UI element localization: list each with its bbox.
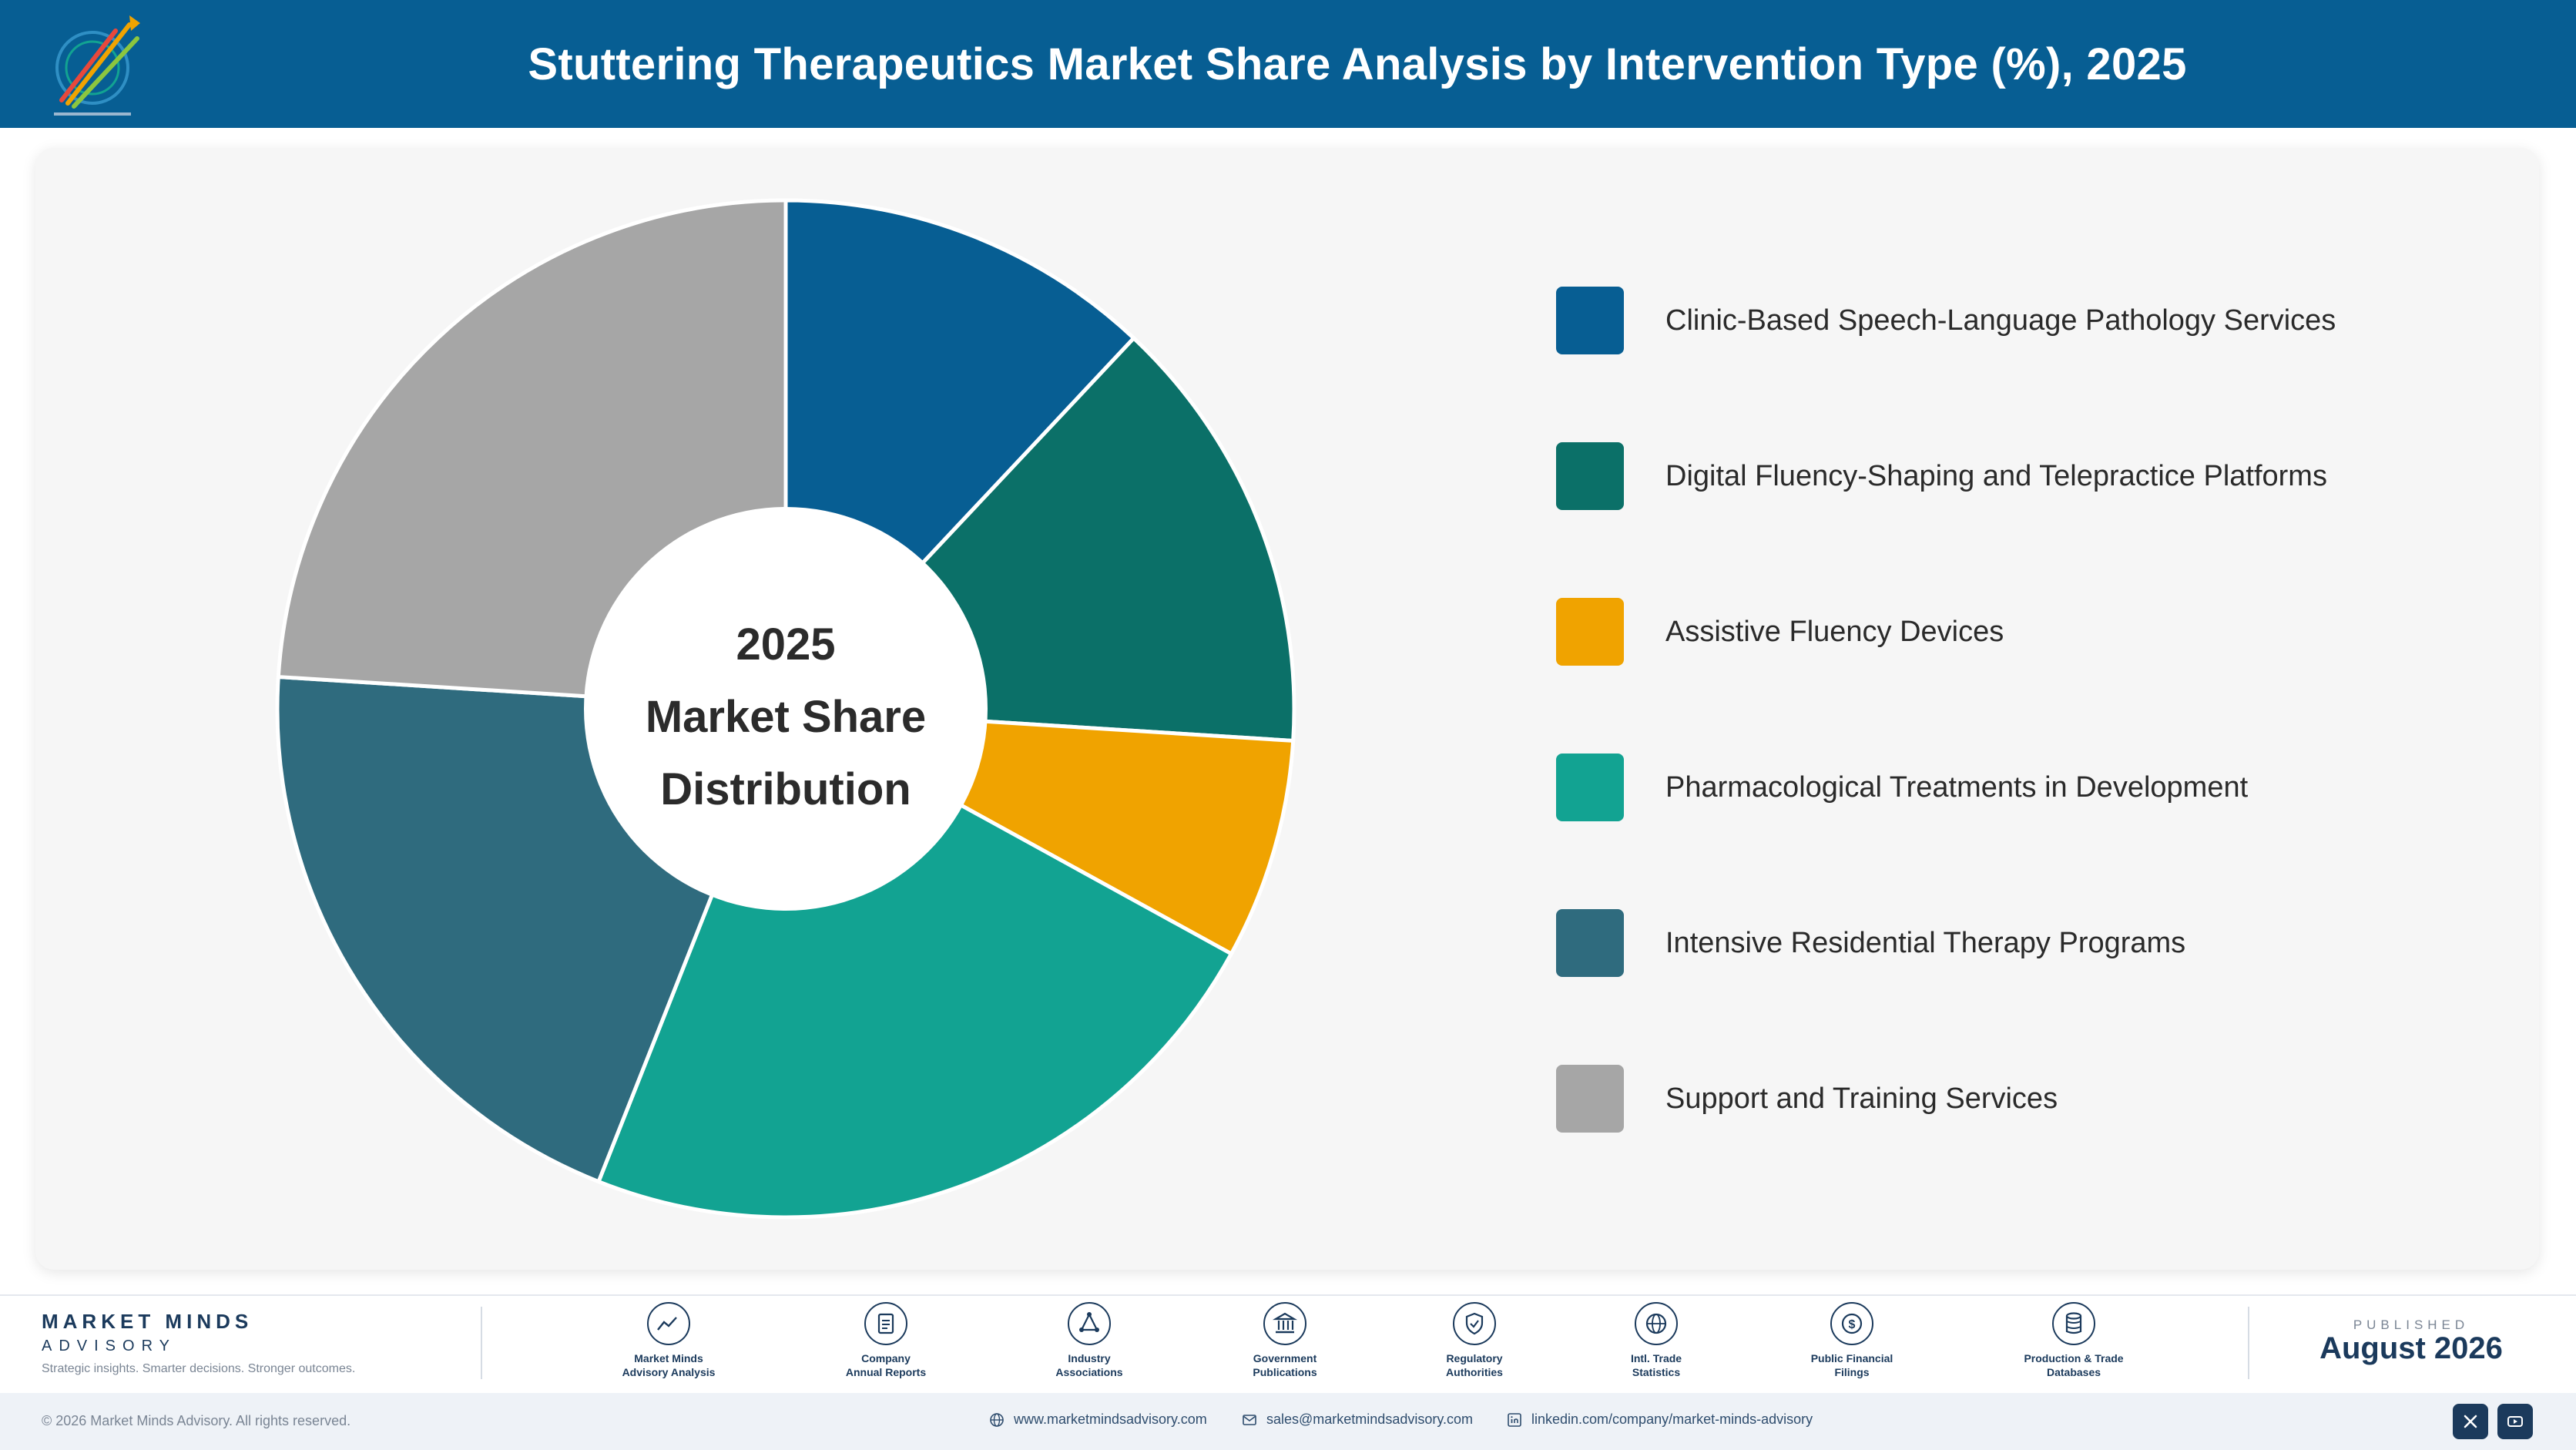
legend-item[interactable]: Assistive Fluency Devices: [1556, 598, 2004, 666]
shield-check-icon: [1453, 1302, 1496, 1345]
website-text: www.marketmindsadvisory.com: [1014, 1411, 1207, 1427]
footer-bottom-bar: [0, 1393, 2576, 1450]
published-date: August 2026: [2319, 1331, 2503, 1365]
email-link[interactable]: sales@marketmindsadvisory.com: [1242, 1411, 1473, 1428]
x-logo-icon: [2464, 1415, 2477, 1428]
legend-swatch: [1556, 442, 1624, 510]
globe-icon: [1635, 1302, 1678, 1345]
data-source-label: Intl. Trade Statistics: [1630, 1352, 1682, 1378]
data-source-label: Public Financial Filings: [1810, 1352, 1893, 1378]
data-source-item: $ Public Financial Filings: [1783, 1302, 1921, 1379]
data-source-label: Government Publications: [1253, 1352, 1317, 1378]
legend-swatch: [1556, 909, 1624, 977]
legend-swatch: [1556, 598, 1624, 666]
donut-center-label: 2025 Market Share Distribution: [585, 609, 986, 826]
footer-divider: [481, 1307, 482, 1379]
dollar-coin-icon: $: [1830, 1302, 1873, 1345]
header-bar: Stuttering Therapeutics Market Share Ana…: [0, 0, 2576, 128]
data-source-label: Company Annual Reports: [845, 1352, 927, 1378]
center-label-year: 2025: [736, 619, 836, 670]
copyright-text: © 2026 Market Minds Advisory. All rights…: [42, 1413, 351, 1428]
youtube-social-button[interactable]: [2497, 1404, 2533, 1439]
donut-chart: [277, 200, 1295, 1217]
youtube-icon: [2507, 1416, 2523, 1427]
data-source-item: Government Publications: [1216, 1302, 1354, 1379]
linkedin-icon: [1508, 1412, 1521, 1427]
footer-divider: [2248, 1307, 2249, 1379]
linkedin-link[interactable]: linkedin.com/company/market-minds-adviso…: [1507, 1411, 1813, 1428]
center-label-line3: Distribution: [660, 764, 911, 814]
legend-label: Support and Training Services: [1665, 1082, 2058, 1115]
website-link[interactable]: www.marketmindsadvisory.com: [989, 1411, 1207, 1428]
legend-label: Assistive Fluency Devices: [1665, 615, 2004, 648]
legend-swatch: [1556, 287, 1624, 354]
database-icon: [2052, 1302, 2095, 1345]
legend-swatch: [1556, 754, 1624, 821]
network-icon: [1068, 1302, 1111, 1345]
legend-label: Clinic-Based Speech-Language Pathology S…: [1665, 304, 2336, 337]
legend-swatch: [1556, 1065, 1624, 1133]
legend-item[interactable]: Pharmacological Treatments in Developmen…: [1556, 754, 2248, 821]
email-text: sales@marketmindsadvisory.com: [1266, 1411, 1474, 1427]
chart-title: Stuttering Therapeutics Market Share Ana…: [528, 39, 2187, 89]
data-source-item: Company Annual Reports: [817, 1302, 955, 1379]
government-building-icon: [1263, 1302, 1306, 1345]
brand-subtitle: ADVISORY: [42, 1338, 176, 1354]
data-source-label: Market Minds Advisory Analysis: [622, 1352, 716, 1378]
data-source-label: Regulatory Authorities: [1446, 1352, 1503, 1378]
data-source-item: Intl. Trade Statistics: [1587, 1302, 1726, 1379]
legend-label: Pharmacological Treatments in Developmen…: [1665, 770, 2249, 804]
brand-name: MARKET MINDS: [42, 1310, 253, 1333]
data-source-label: Production & Trade Databases: [2024, 1352, 2124, 1378]
linkedin-text: linkedin.com/company/market-minds-adviso…: [1531, 1411, 1813, 1427]
donut-hole: [584, 507, 988, 911]
x-social-button[interactable]: [2453, 1404, 2488, 1439]
published-label: PUBLISHED: [2353, 1317, 2470, 1332]
center-label-line2: Market Share: [645, 692, 927, 742]
brand-tagline: Strategic insights. Smarter decisions. S…: [42, 1362, 356, 1375]
trend-icon: [647, 1302, 690, 1345]
company-logo: [54, 15, 140, 116]
globe-icon: [990, 1412, 1004, 1427]
legend-label: Intensive Residential Therapy Programs: [1665, 926, 2186, 959]
legend-item[interactable]: Digital Fluency-Shaping and Telepractice…: [1556, 442, 2327, 510]
legend-item[interactable]: Clinic-Based Speech-Language Pathology S…: [1556, 287, 2336, 354]
data-source-item: Market Minds Advisory Analysis: [599, 1302, 738, 1379]
legend-label: Digital Fluency-Shaping and Telepractice…: [1665, 459, 2327, 492]
data-source-item: Regulatory Authorities: [1405, 1302, 1544, 1379]
data-source-item: Production & Trade Databases: [2004, 1302, 2143, 1379]
mail-icon: [1243, 1414, 1256, 1425]
legend-item[interactable]: Support and Training Services: [1556, 1065, 2058, 1133]
legend-item[interactable]: Intensive Residential Therapy Programs: [1556, 909, 2185, 977]
data-source-item: Industry Associations: [1020, 1302, 1159, 1379]
svg-text:$: $: [1849, 1318, 1856, 1331]
document-icon: [864, 1302, 907, 1345]
data-source-label: Industry Associations: [1055, 1352, 1123, 1378]
